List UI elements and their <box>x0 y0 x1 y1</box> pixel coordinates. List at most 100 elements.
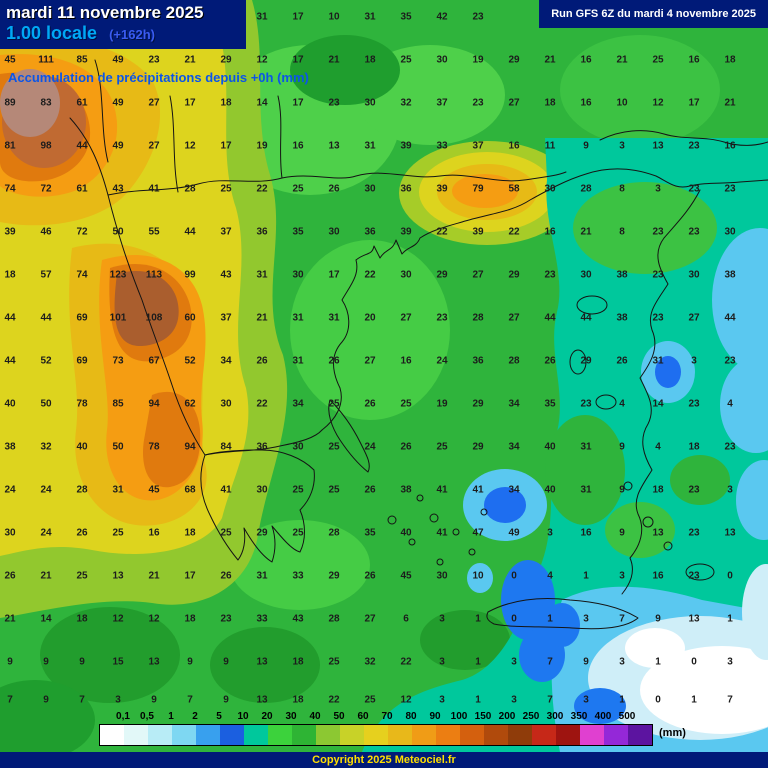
grid-value: 16 <box>148 527 160 539</box>
grid-value: 30 <box>544 183 556 195</box>
grid-value: 74 <box>4 183 16 195</box>
grid-value: 1 <box>619 694 625 706</box>
grid-value: 3 <box>691 355 697 367</box>
grid-value: 22 <box>364 269 376 281</box>
grid-value: 23 <box>724 441 736 453</box>
grid-value: 26 <box>616 355 628 367</box>
grid-value: 21 <box>724 97 736 109</box>
grid-value: 14 <box>652 398 664 410</box>
forecast-offset: (+162h) <box>109 27 155 42</box>
grid-value: 31 <box>580 484 592 496</box>
grid-value: 3 <box>619 656 625 668</box>
grid-value: 49 <box>112 97 124 109</box>
legend-color-cell <box>436 725 460 745</box>
grid-value: 26 <box>256 355 268 367</box>
grid-value: 18 <box>4 269 16 281</box>
grid-value: 22 <box>328 694 340 706</box>
grid-value: 39 <box>400 226 412 238</box>
grid-value: 0 <box>727 570 733 582</box>
grid-value: 25 <box>328 398 340 410</box>
legend-color-cell <box>604 725 628 745</box>
grid-value: 37 <box>436 97 448 109</box>
grid-value: 23 <box>544 269 556 281</box>
legend-tick: 250 <box>522 711 540 722</box>
grid-value: 23 <box>688 527 700 539</box>
legend-tick: 50 <box>333 711 345 722</box>
grid-value: 81 <box>4 140 16 152</box>
grid-value: 26 <box>76 527 88 539</box>
grid-value: 17 <box>292 97 304 109</box>
grid-value: 1 <box>547 613 553 625</box>
grid-value: 26 <box>364 398 376 410</box>
grid-value: 45 <box>4 54 16 66</box>
grid-value: 26 <box>4 570 16 582</box>
legend-color-cell <box>244 725 268 745</box>
grid-value: 50 <box>112 226 124 238</box>
legend-tick: 0,1 <box>116 711 130 722</box>
grid-value: 9 <box>187 656 193 668</box>
grid-value: 25 <box>328 656 340 668</box>
grid-value: 30 <box>292 269 304 281</box>
grid-value: 30 <box>220 398 232 410</box>
legend-tick: 5 <box>216 711 222 722</box>
grid-value: 108 <box>145 312 163 324</box>
grid-value: 58 <box>508 183 520 195</box>
grid-value: 0 <box>511 570 517 582</box>
grid-value: 21 <box>580 226 592 238</box>
grid-value: 41 <box>148 183 160 195</box>
grid-value: 25 <box>112 527 124 539</box>
legend-tick: 2 <box>192 711 198 722</box>
grid-value: 45 <box>400 570 412 582</box>
grid-value: 23 <box>724 183 736 195</box>
grid-value: 9 <box>43 694 49 706</box>
grid-value: 33 <box>436 140 448 152</box>
valid-date: mardi 11 novembre 2025 <box>6 3 204 22</box>
grid-value: 28 <box>472 312 484 324</box>
grid-value: 21 <box>256 312 268 324</box>
grid-value: 41 <box>436 484 448 496</box>
grid-value: 21 <box>328 54 340 66</box>
grid-value: 3 <box>439 613 445 625</box>
legend-color-cell <box>580 725 604 745</box>
grid-value: 23 <box>688 398 700 410</box>
grid-value: 13 <box>148 656 160 668</box>
grid-value: 6 <box>403 613 409 625</box>
grid-value: 18 <box>688 441 700 453</box>
legend-color-cell <box>148 725 172 745</box>
grid-value: 12 <box>112 613 124 625</box>
grid-value: 23 <box>652 312 664 324</box>
grid-value: 23 <box>328 97 340 109</box>
legend-unit: (mm) <box>659 727 686 739</box>
grid-value: 16 <box>580 54 592 66</box>
grid-value: 7 <box>547 656 553 668</box>
grid-value: 28 <box>76 484 88 496</box>
grid-value: 74 <box>76 269 88 281</box>
grid-value: 1 <box>583 570 589 582</box>
grid-value: 18 <box>652 484 664 496</box>
map-subtitle: Accumulation de précipitations depuis +0… <box>8 70 309 85</box>
grid-value: 41 <box>472 484 484 496</box>
grid-value: 38 <box>4 441 16 453</box>
grid-value: 24 <box>436 355 448 367</box>
grid-value: 22 <box>436 226 448 238</box>
grid-value: 3 <box>115 694 121 706</box>
grid-value: 94 <box>184 441 196 453</box>
grid-value: 20 <box>364 312 376 324</box>
grid-value: 27 <box>508 97 520 109</box>
grid-value: 16 <box>400 355 412 367</box>
legend-tick: 500 <box>618 711 636 722</box>
legend-color-cell <box>292 725 316 745</box>
grid-value: 28 <box>508 355 520 367</box>
grid-value: 37 <box>472 140 484 152</box>
grid-value: 43 <box>292 613 304 625</box>
grid-value: 24 <box>4 484 16 496</box>
grid-value: 7 <box>619 613 625 625</box>
grid-value: 16 <box>652 570 664 582</box>
grid-value: 39 <box>436 183 448 195</box>
grid-value: 23 <box>688 226 700 238</box>
grid-value: 25 <box>76 570 88 582</box>
grid-value: 43 <box>112 183 124 195</box>
grid-value: 44 <box>4 355 16 367</box>
grid-value: 23 <box>472 97 484 109</box>
